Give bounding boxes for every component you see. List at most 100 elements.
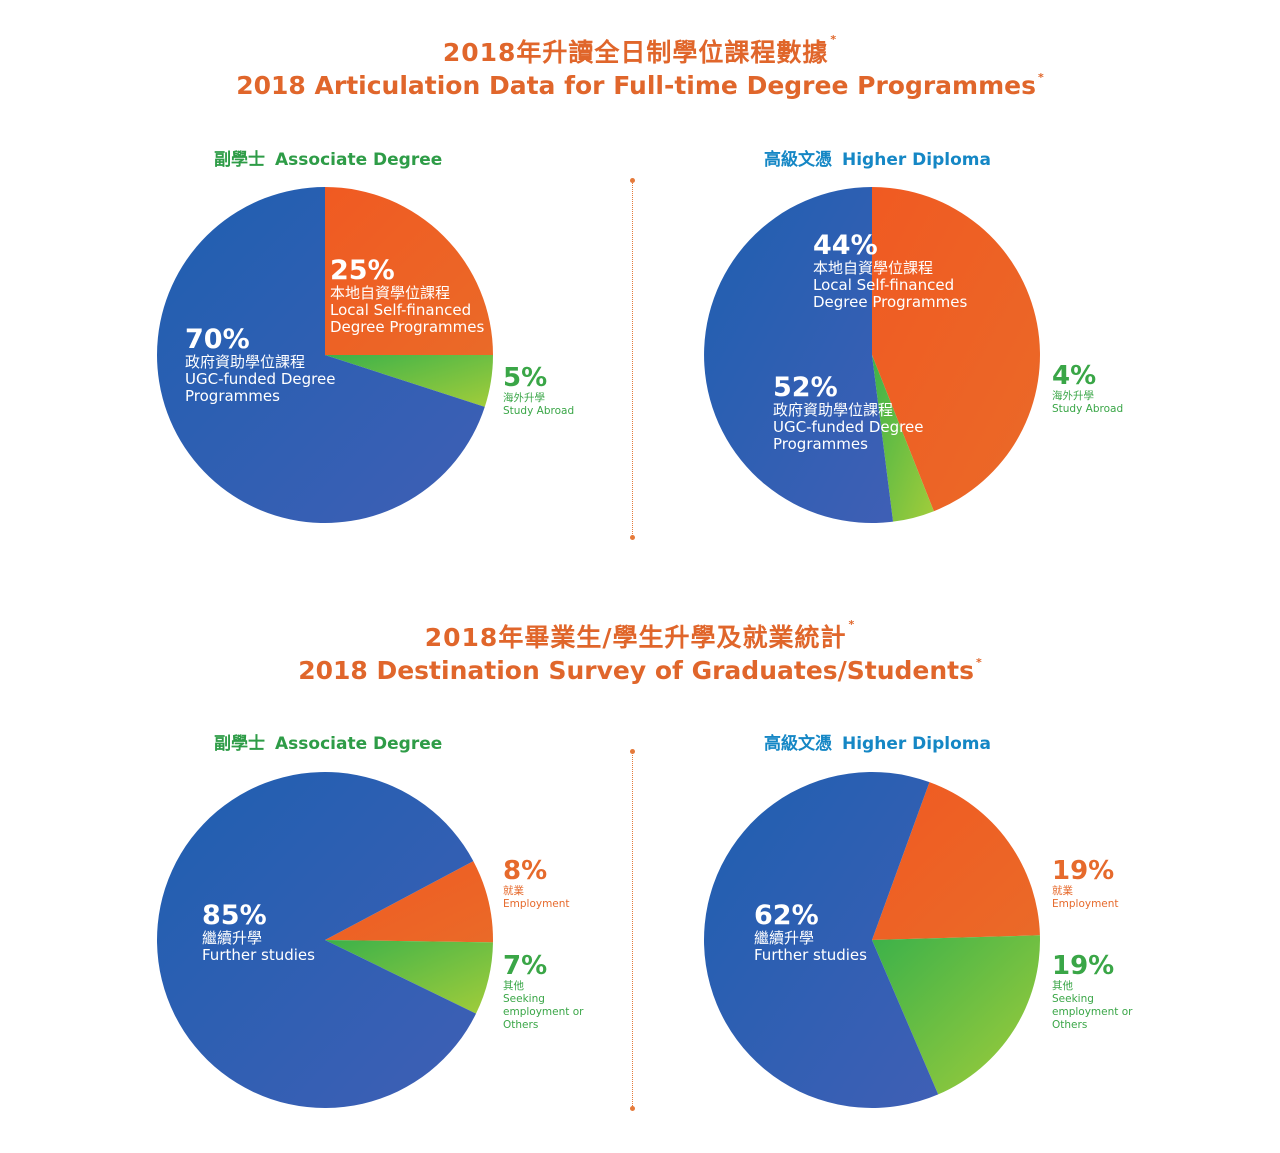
pie-slice	[703, 771, 939, 1108]
data-label-zh: 本地自資學位課程	[330, 284, 451, 303]
pie-slice	[325, 187, 493, 355]
heading-en: Associate Degree	[275, 150, 443, 170]
pie-slice	[325, 355, 493, 407]
data-label-pct: 4%	[1052, 361, 1097, 391]
pie-slice	[872, 935, 1040, 1095]
data-label-pct: 19%	[1052, 951, 1115, 981]
data-label-pct: 7%	[503, 951, 548, 981]
data-label-en: Employment	[503, 898, 570, 911]
data-label-en: Local Self-financed	[813, 276, 955, 295]
asterisk: *	[848, 618, 856, 631]
section-title-articulation: 2018年升讀全日制學位課程數據 * 2018 Articulation Data…	[0, 33, 1280, 100]
data-label-local-self-financed: 25% 本地自資學位課程 Local Self-financed Degree …	[330, 255, 485, 337]
data-label-pct: 5%	[503, 363, 548, 393]
data-label-local-self-financed: 44% 本地自資學位課程 Local Self-financed Degree …	[813, 230, 968, 312]
chart-heading-higher-diploma: 高級文憑 Higher Diploma	[764, 729, 991, 754]
heading-zh: 高級文憑	[764, 150, 832, 170]
divider-dot	[630, 178, 635, 183]
data-label-study-abroad: 4% 海外升學 Study Abroad	[1052, 361, 1124, 416]
data-label-further-studies: 85% 繼續升學 Further studies	[202, 900, 315, 965]
data-label-en: Seeking	[1052, 993, 1094, 1006]
data-label-en: employment or	[503, 1006, 584, 1019]
pie-chart-associate-destination	[157, 772, 493, 1109]
data-label-pct: 19%	[1052, 856, 1115, 886]
title-en-text: 2018 Articulation Data for Full-time Deg…	[236, 71, 1036, 100]
chart-heading-associate: 副學士 Associate Degree	[214, 729, 442, 754]
data-label-study-abroad: 5% 海外升學 Study Abroad	[503, 363, 575, 418]
section-title-en: 2018 Destination Survey of Graduates/Stu…	[0, 656, 1280, 685]
data-label-zh: 本地自資學位課程	[813, 259, 934, 278]
data-label-ugc-funded: 52% 政府資助學位課程 UGC-funded Degree Programme…	[773, 372, 924, 454]
data-label-en: Study Abroad	[503, 405, 575, 418]
pie-slice	[872, 355, 934, 522]
data-label-zh: 海外升學	[503, 392, 545, 405]
data-label-en: UGC-funded Degree	[185, 370, 336, 389]
chart-heading-associate: 副學士 Associate Degree	[214, 145, 442, 170]
data-label-en: UGC-funded Degree	[773, 418, 924, 437]
data-label-employment: 8% 就業 Employment	[503, 856, 570, 911]
data-label-en: Employment	[1052, 898, 1119, 911]
data-label-en: Programmes	[773, 435, 868, 454]
asterisk: *	[976, 656, 982, 669]
heading-en: Associate Degree	[275, 734, 443, 754]
section-title-zh: 2018年升讀全日制學位課程數據 *	[0, 33, 1280, 69]
pie-slice	[325, 861, 493, 943]
data-label-en: Others	[503, 1019, 539, 1032]
asterisk: *	[830, 33, 838, 46]
data-label-pct: 44%	[813, 230, 878, 261]
data-label-zh: 繼續升學	[202, 929, 263, 948]
pie-slice	[704, 187, 894, 523]
data-label-pct: 70%	[185, 324, 250, 355]
data-label-pct: 8%	[503, 856, 548, 886]
divider-top	[632, 181, 633, 536]
divider-dot	[630, 535, 635, 540]
data-label-zh: 其他	[1052, 980, 1073, 993]
heading-zh: 副學士	[214, 734, 265, 754]
data-label-zh: 繼續升學	[754, 929, 815, 948]
pie-slice	[157, 187, 485, 523]
data-label-pct: 85%	[202, 900, 267, 931]
data-label-further-studies: 62% 繼續升學 Further studies	[754, 900, 867, 965]
section-title-zh: 2018年畢業生/學生升學及就業統計 *	[0, 618, 1280, 654]
data-label-en: Study Abroad	[1052, 403, 1124, 416]
data-label-zh: 政府資助學位課程	[773, 401, 894, 420]
heading-en: Higher Diploma	[842, 150, 991, 170]
data-label-en: Programmes	[185, 387, 280, 406]
data-label-zh: 其他	[503, 980, 524, 993]
data-label-en: Degree Programmes	[813, 293, 968, 312]
title-zh-text: 2018年畢業生/學生升學及就業統計	[424, 623, 847, 652]
data-label-pct: 25%	[330, 255, 395, 286]
section-title-en: 2018 Articulation Data for Full-time Deg…	[0, 71, 1280, 100]
section-title-destination: 2018年畢業生/學生升學及就業統計 * 2018 Destination Sur…	[0, 618, 1280, 685]
data-label-en: Further studies	[202, 946, 315, 965]
pie-slice	[157, 772, 477, 1109]
data-label-en: Further studies	[754, 946, 867, 965]
divider-dot	[630, 749, 635, 754]
asterisk: *	[1037, 71, 1044, 84]
data-label-en: Degree Programmes	[330, 318, 485, 337]
pie-chart-higher-diploma-articulation	[704, 187, 1040, 523]
data-label-en: employment or	[1052, 1006, 1133, 1019]
data-label-employment: 19% 就業 Employment	[1052, 856, 1119, 911]
pie-slice	[872, 187, 1040, 512]
data-label-zh: 政府資助學位課程	[185, 353, 306, 372]
data-label-others: 7% 其他 Seeking employment or Others	[503, 951, 584, 1032]
title-en-text: 2018 Destination Survey of Graduates/Stu…	[298, 656, 975, 685]
data-label-zh: 就業	[503, 885, 524, 898]
pie-slice	[872, 782, 1040, 940]
data-label-zh: 海外升學	[1052, 390, 1094, 403]
heading-en: Higher Diploma	[842, 734, 991, 754]
data-label-ugc-funded: 70% 政府資助學位課程 UGC-funded Degree Programme…	[185, 324, 336, 406]
title-zh-text: 2018年升讀全日制學位課程數據	[442, 38, 829, 67]
data-label-zh: 就業	[1052, 885, 1073, 898]
data-label-pct: 52%	[773, 372, 838, 403]
heading-zh: 副學士	[214, 150, 265, 170]
pie-chart-higher-diploma-destination	[703, 771, 1040, 1108]
data-label-others: 19% 其他 Seeking employment or Others	[1052, 951, 1133, 1032]
pie-chart-associate-articulation	[157, 187, 493, 523]
heading-zh: 高級文憑	[764, 734, 832, 754]
data-label-pct: 62%	[754, 900, 819, 931]
data-label-en: Seeking	[503, 993, 545, 1006]
data-label-en: Others	[1052, 1019, 1088, 1032]
data-label-en: Local Self-financed	[330, 301, 472, 320]
